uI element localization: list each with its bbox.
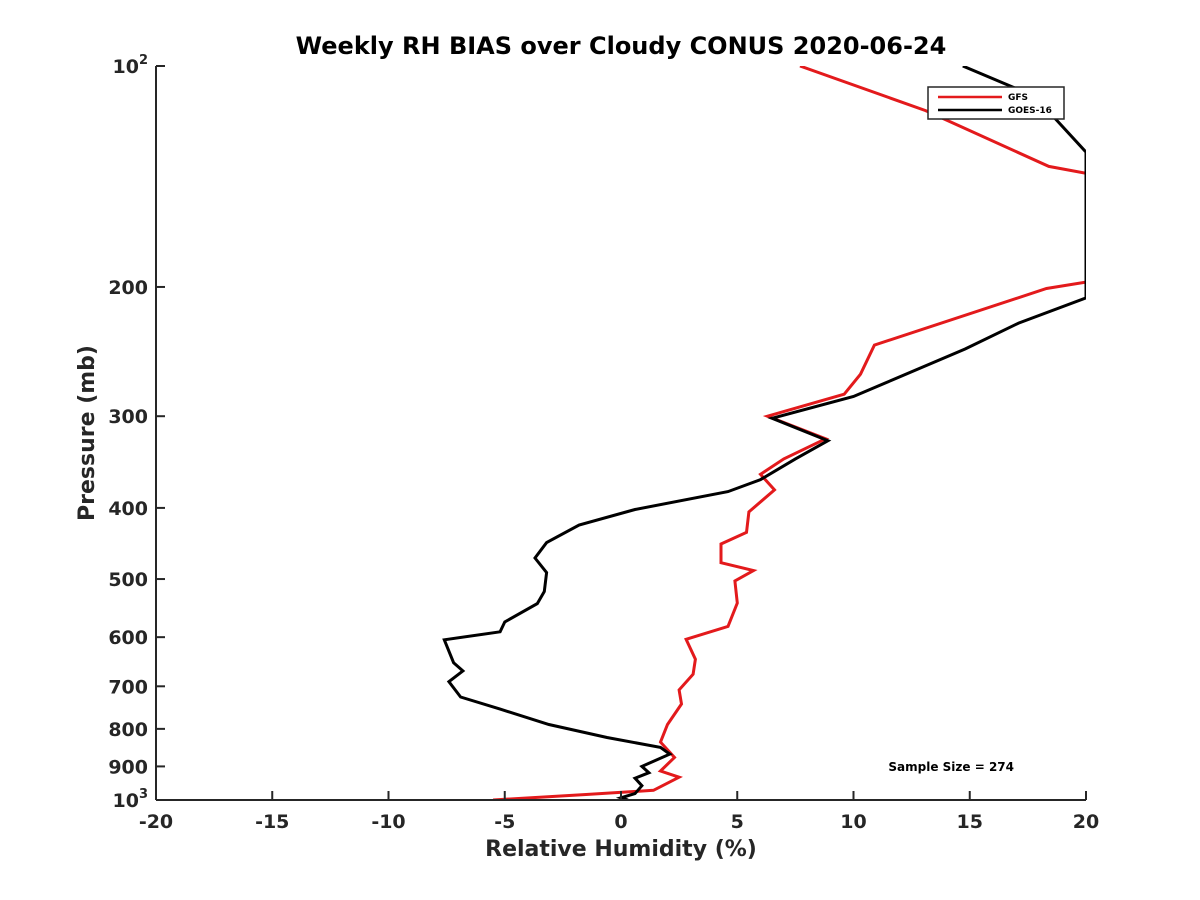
y-tick-label: 300	[108, 406, 148, 428]
x-tick-label: 20	[1073, 811, 1099, 833]
legend-entry-label: GFS	[1008, 93, 1028, 103]
x-tick-label: 15	[957, 811, 983, 833]
axes: -20 -15 -10 -5 0 5 10 15 20 102 200 300 400 500 600 700…	[108, 53, 1099, 833]
series-line-goes-16	[442, 66, 1086, 800]
x-axis-label: Relative Humidity (%)	[485, 837, 757, 862]
legend-entry-label: GOES-16	[1008, 106, 1052, 116]
legend-box	[927, 86, 1065, 120]
y-tick-label: 900	[108, 756, 148, 778]
y-tick-label: 400	[108, 498, 148, 520]
y-tick-label: 700	[108, 676, 148, 698]
x-tick-label: 10	[840, 811, 866, 833]
y-tick-label: 800	[108, 719, 148, 741]
y-tick-label: 103	[113, 787, 149, 812]
y-tick-label: 600	[108, 627, 148, 649]
y-tick-label: 500	[108, 569, 148, 591]
sample-size-annotation: Sample Size = 274	[888, 760, 1014, 774]
series-line-gfs	[493, 66, 1086, 800]
plot-series	[442, 66, 1086, 800]
legend: GFS GOES-16	[927, 86, 1065, 120]
y-tick-label: 200	[108, 277, 148, 299]
x-tick-label: 0	[614, 811, 627, 833]
x-tick-label: -15	[255, 811, 289, 833]
x-tick-label: -20	[139, 811, 173, 833]
x-tick-label: -10	[371, 811, 405, 833]
y-axis-label: Pressure (mb)	[75, 345, 100, 521]
chart-title: Weekly RH BIAS over Cloudy CONUS 2020-06…	[296, 32, 947, 60]
x-tick-label: -5	[494, 811, 515, 833]
y-tick-label: 102	[113, 53, 149, 78]
x-tick-label: 5	[731, 811, 744, 833]
